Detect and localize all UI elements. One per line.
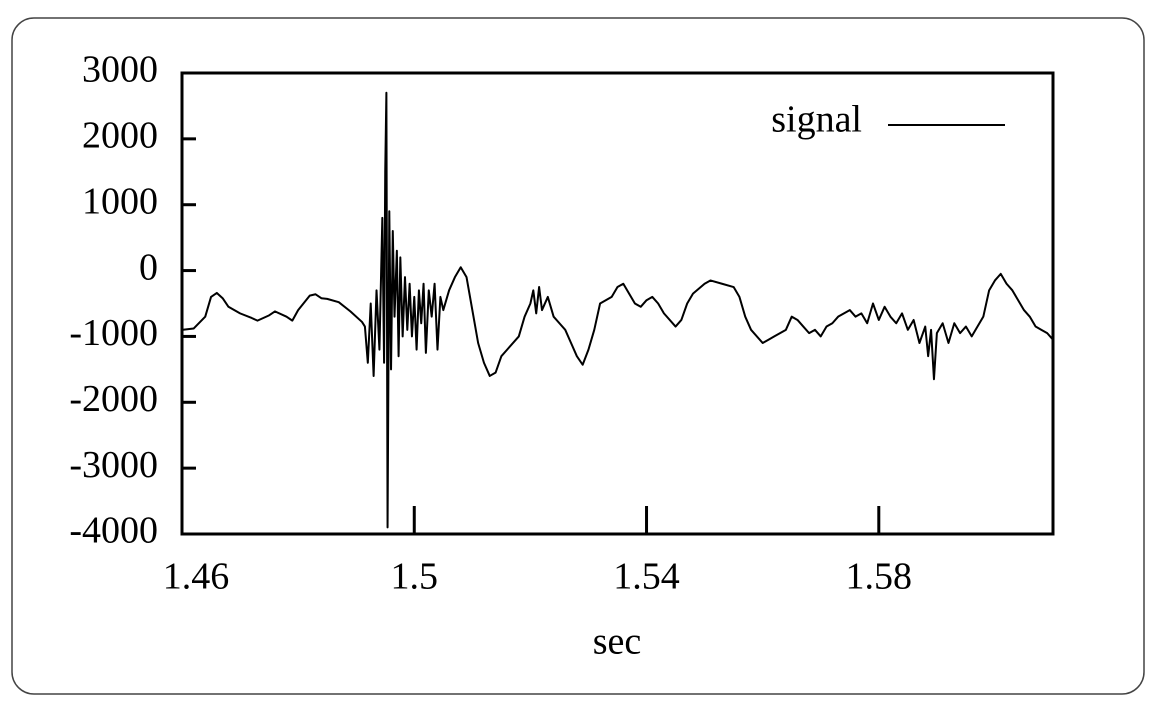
legend-label: signal (771, 99, 862, 141)
plot-border (180, 71, 1055, 536)
y-tick-label: 2000 (82, 115, 158, 157)
y-tick-label: -1000 (69, 312, 158, 354)
y-tick-label: 0 (139, 246, 158, 288)
y-tick-label: -2000 (69, 378, 158, 420)
y-tick-label: 3000 (82, 49, 158, 91)
y-tick-label: -3000 (69, 444, 158, 486)
x-axis-label: sec (593, 621, 642, 663)
frame (11, 17, 1145, 695)
x-tick-label: 1.5 (391, 556, 439, 598)
x-tick-label: 1.58 (846, 556, 913, 598)
signal-line (181, 91, 1054, 529)
x-tick-label: 1.54 (613, 556, 680, 598)
y-tick-label: 1000 (82, 180, 158, 222)
x-tick-label: 1.46 (163, 556, 230, 598)
y-tick-label: -4000 (69, 510, 158, 552)
